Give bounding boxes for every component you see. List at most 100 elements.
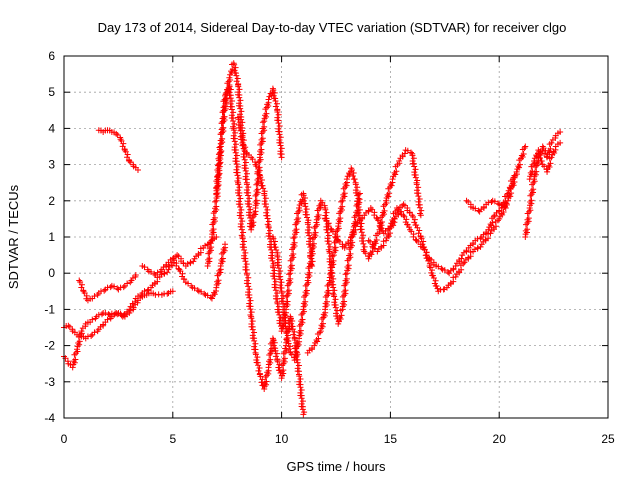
data-point-interp bbox=[276, 122, 283, 129]
data-point-interp bbox=[104, 316, 111, 323]
data-point-interp bbox=[340, 191, 347, 198]
data-point-interp bbox=[244, 200, 251, 207]
data-point-interp bbox=[272, 278, 279, 285]
data-point-interp bbox=[273, 100, 280, 107]
data-point-interp bbox=[271, 345, 278, 352]
data-point-interp bbox=[547, 160, 554, 167]
data-point-interp bbox=[272, 98, 279, 105]
data-point-interp bbox=[295, 215, 302, 222]
data-point bbox=[504, 197, 511, 204]
data-point-interp bbox=[187, 259, 194, 266]
data-point-interp bbox=[284, 332, 291, 339]
data-point-interp bbox=[271, 284, 278, 291]
data-point-interp bbox=[355, 212, 362, 219]
data-point-interp bbox=[294, 359, 301, 366]
data-point-interp bbox=[198, 288, 205, 295]
data-point-interp bbox=[235, 181, 242, 188]
data-point-interp bbox=[537, 151, 544, 158]
data-point-interp bbox=[411, 171, 418, 178]
data-point-interp bbox=[246, 294, 253, 301]
data-point-interp bbox=[117, 284, 124, 291]
x-tick-label: 15 bbox=[384, 432, 398, 446]
data-point-interp bbox=[288, 323, 295, 330]
data-point-interp bbox=[302, 203, 309, 210]
data-point-interp bbox=[290, 251, 297, 258]
data-point-interp bbox=[416, 227, 423, 234]
data-points bbox=[61, 60, 564, 418]
data-point bbox=[389, 176, 396, 183]
data-point-interp bbox=[254, 186, 261, 193]
data-point-interp bbox=[261, 123, 268, 130]
data-point-interp bbox=[236, 86, 243, 93]
data-point-interp bbox=[236, 212, 243, 219]
data-point-interp bbox=[248, 323, 255, 330]
data-point-interp bbox=[362, 250, 369, 257]
data-point-interp bbox=[275, 265, 282, 272]
data-point-interp bbox=[276, 311, 283, 318]
data-point-interp bbox=[230, 109, 237, 116]
data-point-interp bbox=[288, 262, 295, 269]
data-point-interp bbox=[76, 338, 83, 345]
data-point-interp bbox=[104, 284, 111, 291]
data-point-interp bbox=[230, 135, 237, 142]
data-point-interp bbox=[498, 202, 505, 209]
data-point bbox=[69, 364, 76, 371]
y-tick-labels: -4 -3 -2 -1 0 1 2 3 4 5 6 bbox=[44, 49, 55, 425]
data-point bbox=[526, 176, 533, 183]
data-point-interp bbox=[245, 212, 252, 219]
data-point-interp bbox=[403, 216, 410, 223]
data-point-interp bbox=[271, 339, 278, 346]
data-point-interp bbox=[353, 220, 360, 227]
data-point-interp bbox=[78, 281, 85, 288]
data-point-interp bbox=[325, 232, 332, 239]
data-point-interp bbox=[341, 190, 348, 197]
data-point-interp bbox=[500, 209, 507, 216]
data-point-interp bbox=[239, 218, 246, 225]
data-point-interp bbox=[282, 345, 289, 352]
data-point-interp bbox=[211, 214, 218, 221]
data-point-interp bbox=[249, 156, 256, 163]
data-point bbox=[132, 272, 139, 279]
series-track bbox=[304, 147, 425, 356]
data-point bbox=[222, 241, 229, 248]
data-point bbox=[311, 342, 318, 349]
data-point-interp bbox=[536, 148, 543, 155]
data-point-interp bbox=[239, 244, 246, 251]
data-point bbox=[487, 230, 494, 237]
data-point-interp bbox=[115, 310, 122, 317]
data-point bbox=[174, 252, 181, 259]
data-point-interp bbox=[228, 97, 235, 104]
data-point-interp bbox=[240, 153, 247, 160]
data-point bbox=[126, 157, 133, 164]
data-point-interp bbox=[529, 168, 536, 175]
data-point-interp bbox=[242, 266, 249, 273]
data-point-interp bbox=[235, 102, 242, 109]
data-point bbox=[496, 215, 503, 222]
data-point-interp bbox=[277, 134, 284, 141]
data-point-interp bbox=[227, 95, 234, 102]
data-point-interp bbox=[277, 142, 284, 149]
data-point-interp bbox=[325, 241, 332, 248]
data-point-interp bbox=[91, 329, 98, 336]
data-point-interp bbox=[191, 285, 198, 292]
data-point-interp bbox=[111, 283, 118, 290]
data-point bbox=[113, 130, 120, 137]
data-point-interp bbox=[233, 161, 240, 167]
data-point-interp bbox=[351, 229, 358, 236]
data-point-interp bbox=[308, 258, 315, 265]
data-point-interp bbox=[350, 170, 357, 177]
data-point-interp bbox=[277, 276, 284, 283]
data-point-interp bbox=[333, 312, 340, 319]
data-point-interp bbox=[246, 203, 253, 210]
data-point-interp bbox=[354, 192, 361, 199]
data-point-interp bbox=[312, 229, 319, 236]
data-point-interp bbox=[341, 298, 348, 305]
data-point-interp bbox=[525, 215, 532, 222]
data-point-interp bbox=[475, 207, 482, 214]
data-point-interp bbox=[410, 155, 417, 162]
data-point-interp bbox=[285, 340, 292, 347]
data-point-interp bbox=[331, 293, 338, 300]
series-track bbox=[139, 241, 229, 302]
data-point-interp bbox=[241, 255, 248, 262]
data-point-interp bbox=[238, 108, 245, 115]
